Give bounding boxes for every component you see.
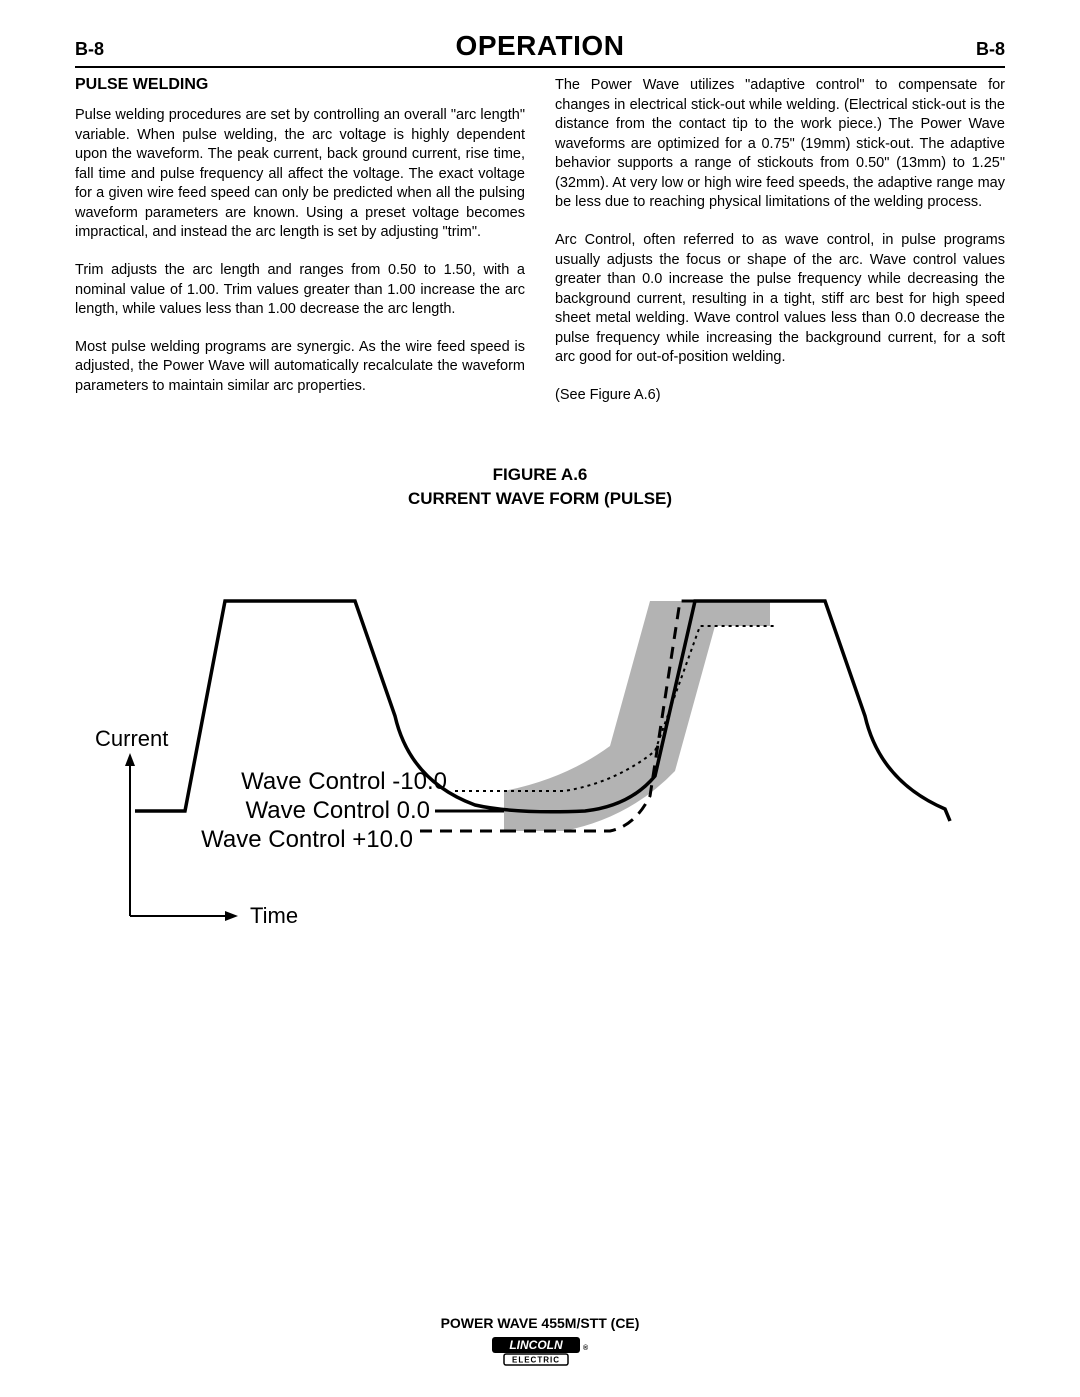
wave-label-zero: Wave Control 0.0: [245, 797, 430, 824]
paragraph: Arc Control, often referred to as wave c…: [555, 231, 1005, 368]
page-number-left: B-8: [75, 39, 104, 60]
x-axis-label: Time: [250, 903, 298, 928]
right-column: The Power Wave utilizes "adaptive contro…: [555, 76, 1005, 423]
x-axis-arrow: [225, 911, 238, 921]
y-axis-arrow: [125, 753, 135, 766]
paragraph: The Power Wave utilizes "adaptive contro…: [555, 76, 1005, 213]
svg-text:®: ®: [583, 1344, 589, 1352]
lincoln-logo: LINCOLN ® ELECTRIC: [490, 1335, 590, 1367]
paragraph: Most pulse welding programs are synergic…: [75, 338, 525, 397]
waveform-diagram: Wave Control -10.0 Wave Control 0.0 Wave…: [75, 521, 1005, 1001]
wave-label-neg: Wave Control -10.0: [241, 768, 447, 795]
page-footer: POWER WAVE 455M/STT (CE) LINCOLN ® ELECT…: [0, 1315, 1080, 1367]
footer-model: POWER WAVE 455M/STT (CE): [0, 1315, 1080, 1331]
page-title: OPERATION: [456, 30, 625, 62]
page-number-right: B-8: [976, 39, 1005, 60]
logo-brand-bottom: ELECTRIC: [512, 1356, 560, 1365]
paragraph: Trim adjusts the arc length and ranges f…: [75, 261, 525, 320]
paragraph: Pulse welding procedures are set by cont…: [75, 106, 525, 243]
figure-caption-line1: FIGURE A.6: [493, 465, 588, 484]
logo-brand-top: LINCOLN: [509, 1338, 563, 1352]
page-header: B-8 OPERATION B-8: [75, 30, 1005, 68]
shaded-region: [504, 601, 770, 831]
section-heading: PULSE WELDING: [75, 76, 525, 94]
body-columns: PULSE WELDING Pulse welding procedures a…: [75, 76, 1005, 423]
wave-label-pos: Wave Control +10.0: [201, 826, 413, 853]
left-column: PULSE WELDING Pulse welding procedures a…: [75, 76, 525, 423]
y-axis-label: Current: [95, 726, 168, 751]
paragraph: (See Figure A.6): [555, 386, 1005, 406]
figure-caption-line2: CURRENT WAVE FORM (PULSE): [408, 489, 672, 508]
figure-caption: FIGURE A.6 CURRENT WAVE FORM (PULSE): [75, 463, 1005, 511]
